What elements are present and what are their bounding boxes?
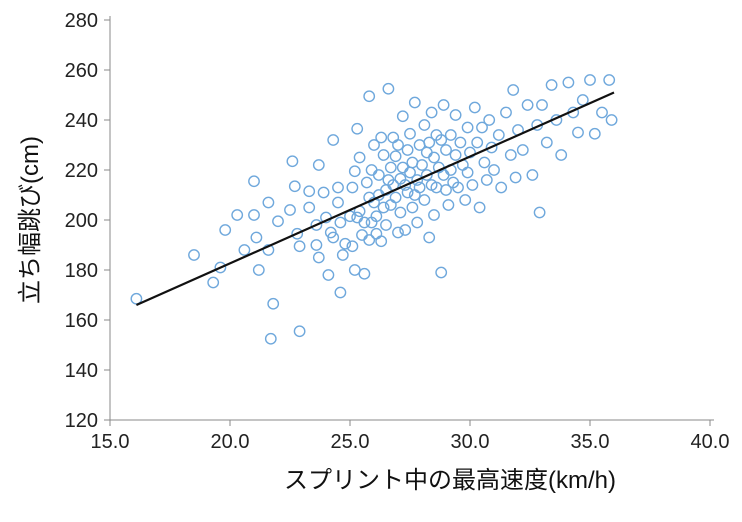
y-tick-label: 240 <box>65 110 98 132</box>
x-axis-title: スプリント中の最高速度(km/h) <box>284 467 616 494</box>
x-tick-label: 35.0 <box>571 431 610 453</box>
x-tick-label: 25.0 <box>331 431 370 453</box>
y-tick-label: 160 <box>65 310 98 332</box>
scatter-chart: 15.0 20.0 25.0 30.0 35.0 40.0 120 140 160 180 200 2… <box>0 0 742 522</box>
y-tick-label: 140 <box>65 360 98 382</box>
y-tick-label: 260 <box>65 60 98 82</box>
y-tick-label: 200 <box>65 210 98 232</box>
x-tick-label: 40.0 <box>691 431 730 453</box>
chart-svg: 15.0 20.0 25.0 30.0 35.0 40.0 120 140 160 180 200 2… <box>0 0 742 522</box>
y-tick-label: 220 <box>65 160 98 182</box>
x-tick-label: 20.0 <box>211 431 250 453</box>
x-tick-label: 30.0 <box>451 431 490 453</box>
y-tick-label: 280 <box>65 10 98 32</box>
y-tick-label: 180 <box>65 260 98 282</box>
y-axis-title: 立ち幅跳び(cm) <box>17 136 44 304</box>
y-tick-label: 120 <box>65 410 98 432</box>
x-tick-label: 15.0 <box>91 431 130 453</box>
